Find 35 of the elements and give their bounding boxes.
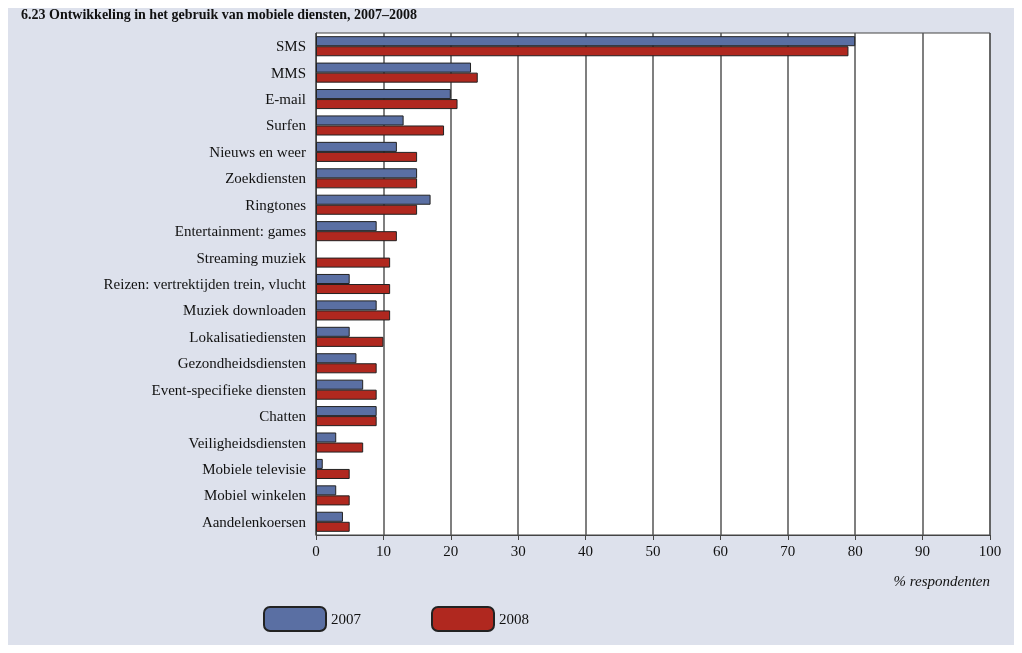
y-tick-label: Entertainment: games (174, 223, 307, 240)
x-tick-label: 80 (847, 542, 863, 559)
x-tick-label: 10 (375, 542, 391, 559)
x-axis-title: % respondenten (893, 572, 990, 589)
bar (316, 257, 391, 268)
y-tick-label: Veiligheidsdiensten (188, 434, 307, 451)
y-tick-label: E-mail (265, 91, 306, 108)
x-tick-label: 0 (312, 542, 320, 559)
legend-label: 2007 (331, 611, 362, 627)
x-tick-label: 100 (978, 542, 1002, 559)
y-tick-label: Zoekdiensten (225, 170, 307, 187)
y-tick-label: Aandelenkoersen (201, 513, 307, 530)
y-tick-label: Surfen (266, 117, 307, 134)
y-tick-label: Nieuws en weer (209, 143, 306, 160)
x-tick-label: 40 (578, 542, 594, 559)
y-tick-label: SMS (275, 38, 306, 55)
y-tick-label: Mobiel winkelen (203, 487, 307, 504)
x-tick-label: 70 (780, 542, 796, 559)
y-tick-label: Reizen: vertrektijden trein, vlucht (103, 276, 307, 292)
x-tick-label: 60 (712, 542, 728, 559)
x-tick-label: 30 (510, 542, 526, 559)
y-tick-label: Event-specifieke diensten (151, 381, 307, 398)
y-tick-label: Streaming muziek (196, 249, 307, 266)
y-tick-label: Mobiele televisie (202, 460, 307, 477)
y-tick-label: Lokalisatiediensten (189, 328, 307, 345)
legend-label: 2008 (499, 611, 529, 627)
y-tick-label: Chatten (259, 408, 307, 425)
x-tick-label: 20 (443, 542, 459, 559)
y-tick-label: Muziek downloaden (183, 302, 307, 319)
y-tick-label: MMS (270, 64, 306, 81)
y-tick-label: Gezondheidsdiensten (177, 355, 307, 372)
y-tick-label: Ringtones (245, 196, 307, 213)
x-tick-label: 50 (645, 542, 661, 559)
x-tick-label: 90 (915, 542, 931, 559)
chart-title: 6.23 Ontwikkeling in het gebruik van mobiele diensten, 2007–2008 (21, 6, 417, 22)
